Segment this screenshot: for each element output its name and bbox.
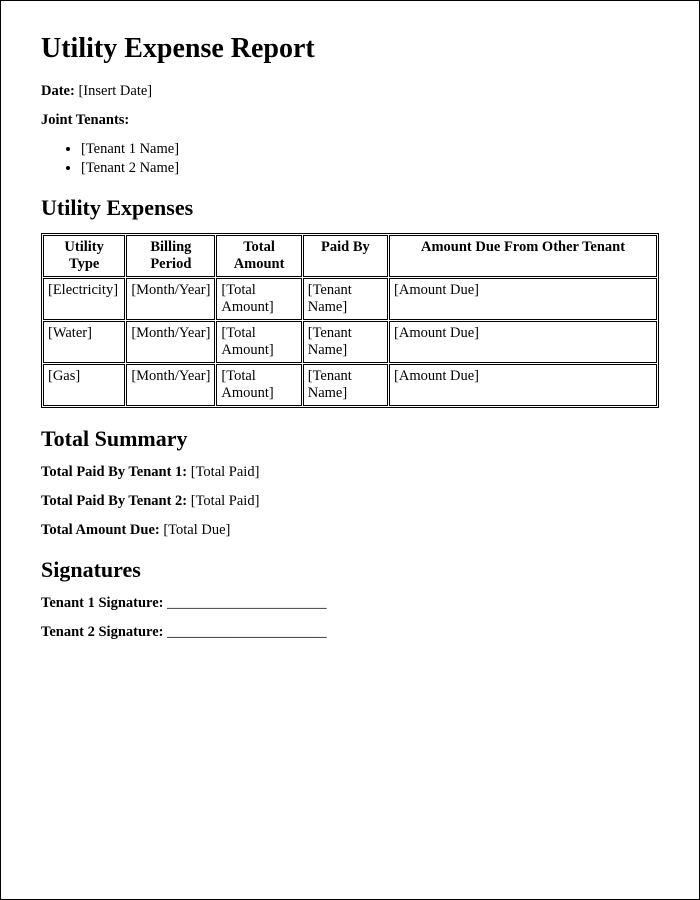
cell: [Month/Year] xyxy=(126,278,215,320)
expenses-heading: Utility Expenses xyxy=(41,195,659,221)
tenants-label: Joint Tenants: xyxy=(41,112,129,128)
col-amount-due: Amount Due From Other Tenant xyxy=(389,235,657,277)
signature-1-line: Tenant 1 Signature: ____________________… xyxy=(41,595,659,612)
table-row: [Gas] [Month/Year] [Total Amount] [Tenan… xyxy=(43,364,657,406)
tenants-list: [Tenant 1 Name] [Tenant 2 Name] xyxy=(41,141,659,177)
cell: [Tenant Name] xyxy=(303,321,388,363)
table-row: [Electricity] [Month/Year] [Total Amount… xyxy=(43,278,657,320)
summary-due-label: Total Amount Due: xyxy=(41,522,160,538)
signature-2-label: Tenant 2 Signature: xyxy=(41,624,163,640)
table-header-row: Utility Type Billing Period Total Amount… xyxy=(43,235,657,277)
cell: [Total Amount] xyxy=(216,364,301,406)
summary-t2-value: [Total Paid] xyxy=(191,493,260,509)
cell: [Month/Year] xyxy=(126,321,215,363)
summary-due-value: [Total Due] xyxy=(163,522,230,538)
cell: [Amount Due] xyxy=(389,278,657,320)
signature-1-label: Tenant 1 Signature: xyxy=(41,595,163,611)
signature-2-line: Tenant 2 Signature: ____________________… xyxy=(41,624,659,641)
signatures-heading: Signatures xyxy=(41,557,659,583)
cell: [Amount Due] xyxy=(389,364,657,406)
signature-2-blank: ______________________ xyxy=(167,624,327,640)
summary-t1-label: Total Paid By Tenant 1: xyxy=(41,464,187,480)
cell: [Water] xyxy=(43,321,125,363)
tenants-label-line: Joint Tenants: xyxy=(41,112,659,129)
cell: [Gas] xyxy=(43,364,125,406)
col-billing-period: Billing Period xyxy=(126,235,215,277)
summary-due-line: Total Amount Due: [Total Due] xyxy=(41,522,659,539)
page-title: Utility Expense Report xyxy=(41,33,659,65)
summary-t2-label: Total Paid By Tenant 2: xyxy=(41,493,187,509)
document-page: Utility Expense Report Date: [Insert Dat… xyxy=(0,0,700,900)
cell: [Electricity] xyxy=(43,278,125,320)
cell: [Month/Year] xyxy=(126,364,215,406)
list-item: [Tenant 1 Name] xyxy=(81,141,659,158)
summary-t2-line: Total Paid By Tenant 2: [Total Paid] xyxy=(41,493,659,510)
table-row: [Water] [Month/Year] [Total Amount] [Ten… xyxy=(43,321,657,363)
cell: [Total Amount] xyxy=(216,278,301,320)
expenses-table: Utility Type Billing Period Total Amount… xyxy=(41,233,659,408)
date-line: Date: [Insert Date] xyxy=(41,83,659,100)
summary-t1-value: [Total Paid] xyxy=(191,464,260,480)
summary-heading: Total Summary xyxy=(41,426,659,452)
signature-1-blank: ______________________ xyxy=(167,595,327,611)
list-item: [Tenant 2 Name] xyxy=(81,160,659,177)
cell: [Amount Due] xyxy=(389,321,657,363)
cell: [Tenant Name] xyxy=(303,364,388,406)
col-utility-type: Utility Type xyxy=(43,235,125,277)
cell: [Total Amount] xyxy=(216,321,301,363)
date-value: [Insert Date] xyxy=(78,83,152,99)
summary-t1-line: Total Paid By Tenant 1: [Total Paid] xyxy=(41,464,659,481)
date-label: Date: xyxy=(41,83,75,99)
col-paid-by: Paid By xyxy=(303,235,388,277)
cell: [Tenant Name] xyxy=(303,278,388,320)
col-total-amount: Total Amount xyxy=(216,235,301,277)
